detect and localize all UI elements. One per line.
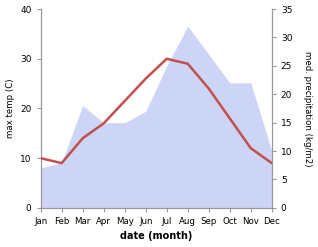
Y-axis label: med. precipitation (kg/m2): med. precipitation (kg/m2) <box>303 51 313 166</box>
Y-axis label: max temp (C): max temp (C) <box>5 79 15 138</box>
X-axis label: date (month): date (month) <box>120 231 192 242</box>
